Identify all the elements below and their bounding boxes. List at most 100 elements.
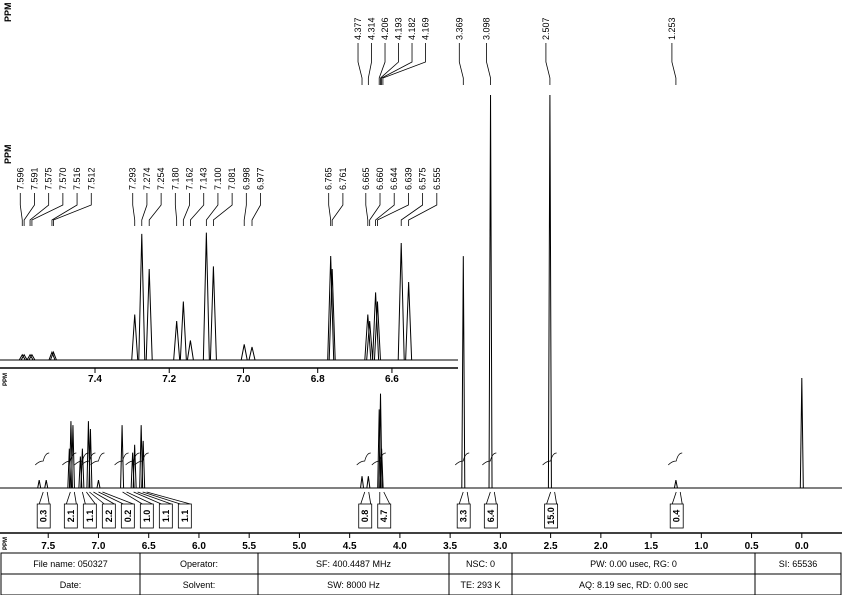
integral-box xyxy=(483,503,498,529)
x-tick-label: 0.0 xyxy=(795,541,809,552)
peak-label: 4.377 xyxy=(353,17,363,40)
integral-curve xyxy=(356,452,371,466)
x-tick-label: 3.5 xyxy=(443,541,457,552)
inset-peak-label: 6.555 xyxy=(432,167,442,190)
footer-text: Operator: xyxy=(180,559,218,569)
footer-text: SW: 8000 Hz xyxy=(327,580,380,590)
inset-peak xyxy=(240,344,248,361)
integral-label: 2.1 xyxy=(66,510,76,523)
peak-label: 3.369 xyxy=(454,17,464,40)
integral-box xyxy=(139,503,154,529)
inset-peak xyxy=(173,320,181,361)
integral-label: 0.3 xyxy=(39,510,49,523)
inset-peak-label: 6.761 xyxy=(338,167,348,190)
inset-peak xyxy=(372,292,380,361)
integral-label: 1.1 xyxy=(180,510,190,523)
inset-peak-label-line xyxy=(251,193,261,226)
integral-line xyxy=(671,491,683,505)
inset-peak xyxy=(131,314,139,361)
inset-x-tick-label: 7.0 xyxy=(237,374,251,385)
x-tick-label: 3.0 xyxy=(493,541,507,552)
integral-box xyxy=(177,503,192,529)
inset-peak-label-line xyxy=(51,193,78,226)
inset-peak-label-line xyxy=(29,193,50,226)
integral-label: 6.4 xyxy=(486,510,496,523)
inset-peak xyxy=(405,281,413,361)
inset-peak-label-line xyxy=(369,193,381,226)
inset-peak xyxy=(327,255,335,361)
inset-peak-label-line xyxy=(31,193,64,226)
integral-curve xyxy=(134,452,149,466)
peak-label: 4.169 xyxy=(421,17,431,40)
inset-peak-label: 6.665 xyxy=(361,167,371,190)
x-tick-label: 1.5 xyxy=(644,541,658,552)
x-tick-label: 1.0 xyxy=(694,541,708,552)
inset-peak xyxy=(49,350,57,361)
footer-cell xyxy=(754,573,842,595)
peak-label: 1.253 xyxy=(667,17,677,40)
inset-peak-label-line xyxy=(141,193,148,226)
x-tick-label: 4.5 xyxy=(343,541,357,552)
inset-peak-label: 7.575 xyxy=(44,167,54,190)
integral-line xyxy=(65,491,77,505)
inset-peak xyxy=(373,301,381,361)
integral-label: 4.7 xyxy=(379,510,389,523)
inset-peak-label-line xyxy=(243,193,247,226)
integral-curve xyxy=(81,452,96,466)
integral-box xyxy=(158,503,173,529)
inset-peak xyxy=(26,353,34,361)
integral-curve xyxy=(34,452,50,466)
peak xyxy=(96,480,101,489)
integral-curve xyxy=(62,452,77,466)
peak-label-line xyxy=(378,43,386,85)
inset-peak-label: 6.998 xyxy=(241,167,251,190)
inset-peak xyxy=(20,353,28,361)
inset-peak-label-line xyxy=(53,193,92,226)
inset-peak-label-line xyxy=(375,193,395,226)
inset-peak-label-line xyxy=(132,193,136,226)
integral-line xyxy=(360,491,372,505)
inset-peak-label-line xyxy=(182,193,190,226)
inset-x-tick-label: 6.8 xyxy=(311,374,325,385)
peak-label-line xyxy=(367,43,372,85)
integral-line xyxy=(89,491,115,505)
inset-peak-label: 6.644 xyxy=(389,167,399,190)
peak-label-line xyxy=(381,43,413,85)
integral-curve xyxy=(542,452,557,466)
peak xyxy=(132,444,137,489)
footer-text: PW: 0.00 usec, RG: 0 xyxy=(590,559,677,569)
integral-label: 15.0 xyxy=(546,507,556,525)
inset-x-tick-label: 7.4 xyxy=(88,374,102,385)
peak-label-line xyxy=(382,43,426,85)
integral-line xyxy=(122,491,153,505)
peak xyxy=(70,425,75,489)
peak-label: 3.098 xyxy=(482,17,492,40)
peak-label-line xyxy=(545,43,551,85)
inset-peak-label: 7.512 xyxy=(86,167,96,190)
inset-peak xyxy=(202,232,210,361)
inset-peak xyxy=(48,350,56,361)
x-tick-label: 0.5 xyxy=(745,541,759,552)
peak xyxy=(547,94,552,489)
inset-peak-label: 6.639 xyxy=(403,167,413,190)
inset-peak-label-line xyxy=(331,193,344,226)
footer-text: SI: 65536 xyxy=(779,559,818,569)
inset-peak-label-line xyxy=(190,193,205,226)
inset-peak-label-line xyxy=(408,193,438,226)
peak xyxy=(379,448,384,489)
integral-line xyxy=(133,491,172,505)
x-tick-label: 5.0 xyxy=(292,541,306,552)
inset-peak-label-line xyxy=(213,193,233,226)
peak xyxy=(88,429,93,489)
inset-peak xyxy=(186,340,194,361)
inset-peak xyxy=(209,266,217,361)
inset-peak-label: 6.575 xyxy=(418,167,428,190)
inset-peak-header: PPM xyxy=(3,144,13,164)
integral-box xyxy=(36,503,51,529)
integral-line xyxy=(98,491,134,505)
peak-label-line xyxy=(671,43,677,85)
footer-text: Date: xyxy=(60,580,82,590)
x-tick-label: 5.5 xyxy=(242,541,256,552)
inset-peak-label: 7.143 xyxy=(199,167,209,190)
